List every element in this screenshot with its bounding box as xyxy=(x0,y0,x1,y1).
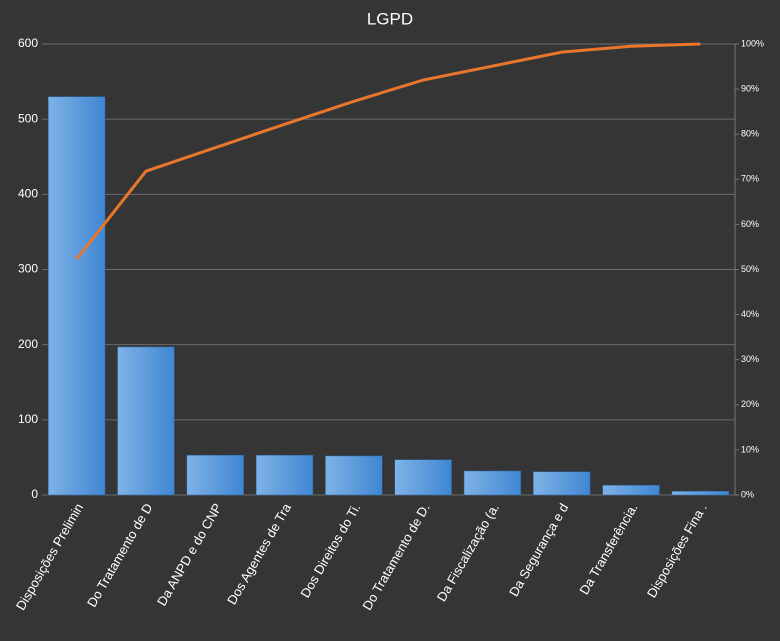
y2-tick-label: 100% xyxy=(741,38,764,48)
x-tick-label: Do Tratamento de D. xyxy=(359,501,432,613)
chart-title: LGPD xyxy=(367,9,413,28)
x-tick-label: Da Segurança e d xyxy=(506,501,571,599)
y2-tick-label: 40% xyxy=(741,309,759,319)
bar xyxy=(463,470,522,496)
bar xyxy=(325,455,383,496)
x-tick-label: Da Fiscalização (a. xyxy=(434,501,502,604)
y2-tick-label: 80% xyxy=(741,129,759,139)
y-tick-label: 500 xyxy=(18,111,38,125)
x-tick-label: Da Transferência. xyxy=(576,501,640,597)
y2-tick-label: 0% xyxy=(741,489,754,499)
y-tick-label: 100 xyxy=(18,412,38,426)
y2-tick-label: 90% xyxy=(741,83,759,93)
x-tick-label: Dos Direitos do Ti. xyxy=(297,501,363,600)
y2-tick-label: 10% xyxy=(741,444,759,454)
y2-tick-label: 30% xyxy=(741,354,759,364)
y2-tick-label: 60% xyxy=(741,219,759,229)
x-tick-label: Dos Agentes de Tra xyxy=(224,500,294,607)
y2-tick-label: 50% xyxy=(741,264,759,274)
x-tick-label: Da ANPD e do CNP xyxy=(154,501,225,609)
bar xyxy=(671,490,730,496)
bar xyxy=(533,471,591,496)
y-tick-label: 0 xyxy=(31,487,38,501)
bar xyxy=(394,459,452,496)
y-tick-label: 400 xyxy=(18,187,38,201)
y2-tick-label: 20% xyxy=(741,399,759,409)
bar xyxy=(602,484,660,496)
y-tick-label: 200 xyxy=(18,337,38,351)
x-tick-label: Disposições Prelimin xyxy=(13,501,86,613)
y-tick-label: 300 xyxy=(18,262,38,276)
bar xyxy=(117,346,175,496)
cumulative-line xyxy=(75,42,701,261)
x-tick-label: Disposições Fina . xyxy=(644,501,710,600)
y-tick-label: 600 xyxy=(18,36,38,50)
bar xyxy=(47,96,106,496)
x-tick-label: Do Tratamento de D xyxy=(84,501,156,610)
bar xyxy=(186,454,244,496)
bar xyxy=(255,454,314,496)
y2-tick-label: 70% xyxy=(741,174,759,184)
